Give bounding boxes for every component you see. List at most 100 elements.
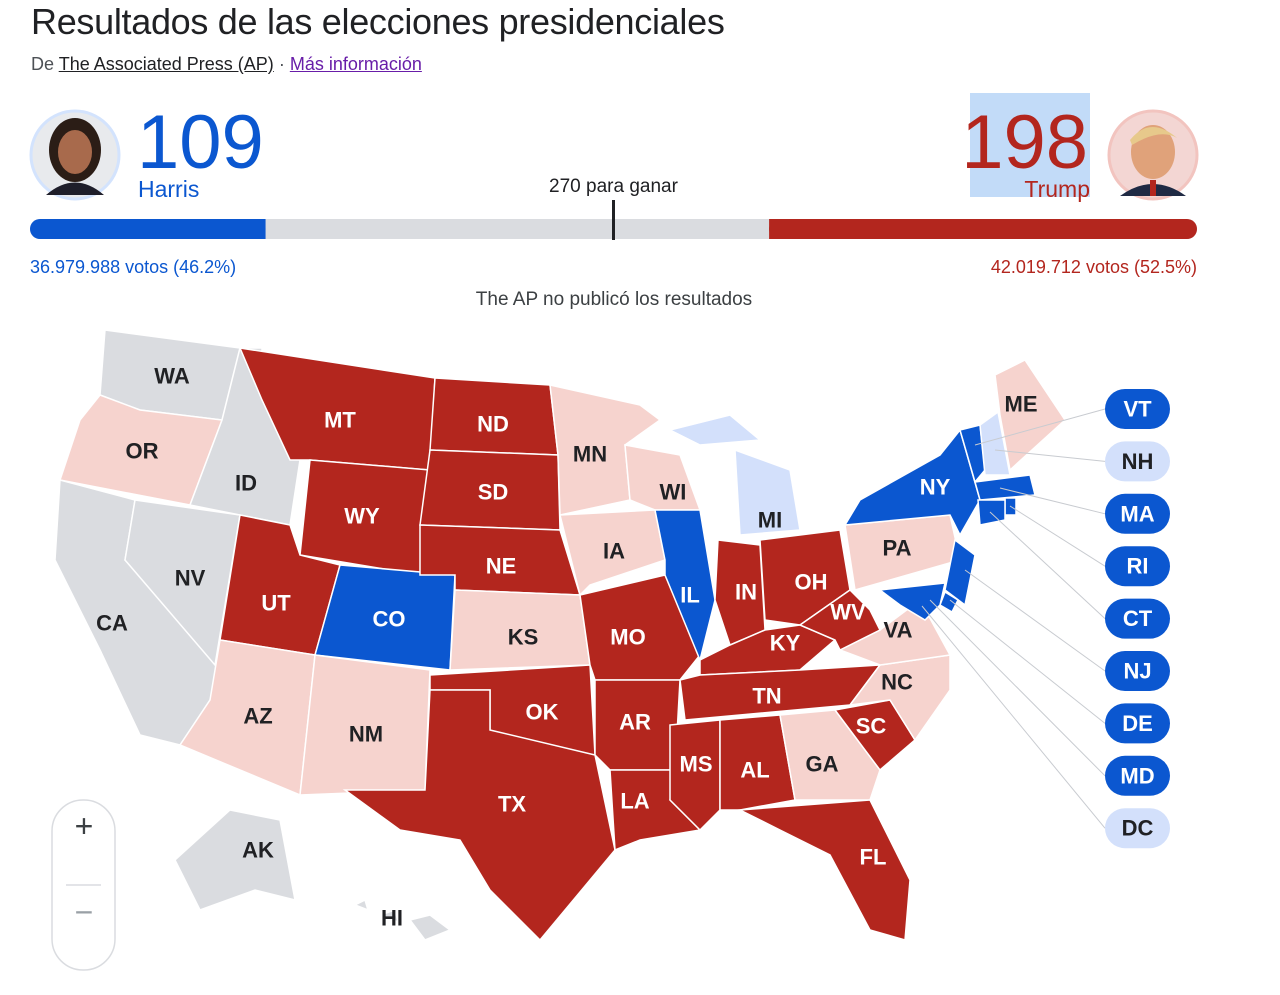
leader-line — [974, 408, 1106, 446]
state-label: WY — [344, 504, 380, 529]
state — [994, 359, 1066, 472]
state — [667, 414, 801, 536]
leader-line — [949, 599, 1106, 724]
more-info-link[interactable]: Más información — [289, 54, 422, 74]
avatar-trump — [1107, 109, 1199, 201]
candidate-name: Trump — [1024, 176, 1090, 202]
state-label: PA — [883, 536, 912, 561]
state-label: NV — [175, 566, 206, 591]
source-prefix: De — [31, 54, 55, 74]
state — [669, 719, 721, 832]
state-label: ID — [235, 471, 257, 496]
state-label: AL — [740, 758, 769, 783]
state-label: FL — [860, 845, 887, 870]
state-label: OH — [795, 570, 828, 595]
state-label: IA — [603, 539, 625, 564]
state-label: NH — [1122, 449, 1154, 474]
leader-line — [921, 605, 1106, 829]
header: Resultados de las elecciones presidencia… — [31, 0, 725, 75]
state-pill — [1105, 755, 1170, 796]
zoom-control: + − — [51, 799, 116, 971]
state-pill — [1105, 389, 1170, 429]
state — [559, 509, 666, 597]
state-label: SD — [478, 480, 509, 505]
state-label: WI — [660, 480, 687, 505]
note: The AP no publicó los resultados — [476, 289, 752, 310]
popular-votes: 36.979.988 votos (46.2%) — [30, 257, 236, 277]
state — [719, 714, 796, 811]
state — [124, 499, 241, 667]
state-label: ME — [1005, 392, 1038, 417]
state-label: TX — [498, 792, 526, 817]
state-label: CO — [373, 607, 406, 632]
state-label: MS — [680, 752, 713, 777]
title: Resultados de las elecciones presidencia… — [31, 1, 725, 42]
state-label: KY — [770, 631, 801, 656]
leader-line — [989, 511, 1106, 619]
popular-votes: 42.019.712 votos (52.5%) — [991, 257, 1197, 277]
state-label: CA — [96, 611, 128, 636]
state-label: IN — [735, 580, 757, 605]
state-label: DC — [1122, 816, 1154, 841]
candidate-name: Harris — [138, 176, 199, 202]
electoral-votes: 109 — [137, 100, 264, 185]
state — [944, 538, 976, 607]
selection-highlight — [970, 93, 1090, 197]
state — [977, 499, 1006, 526]
state — [974, 474, 1036, 501]
avatar-harris — [29, 109, 121, 201]
zoom-out[interactable]: − — [75, 894, 94, 930]
state — [737, 799, 911, 941]
state-label: UT — [261, 591, 291, 616]
state-label: GA — [806, 752, 839, 777]
source-link[interactable]: The Associated Press (AP) — [58, 54, 274, 74]
state-pill — [1105, 598, 1170, 639]
bar-harris-edge — [40, 219, 266, 239]
state-label: MN — [573, 442, 607, 467]
state — [979, 410, 1011, 476]
leader-line — [994, 449, 1106, 462]
state-label: NM — [349, 722, 383, 747]
state — [878, 582, 946, 621]
leader-line — [1009, 505, 1106, 567]
electoral-votes: 198 — [961, 100, 1088, 185]
state-pill — [1105, 546, 1170, 587]
state-label: NY — [920, 475, 951, 500]
state-label: MT — [324, 408, 356, 433]
state-label: DE — [1122, 711, 1153, 736]
state-label: WA — [154, 364, 190, 389]
state-label: MA — [1120, 501, 1154, 526]
state — [699, 624, 837, 676]
state-label: RI — [1127, 554, 1149, 579]
state — [779, 709, 881, 801]
state-label: AZ — [243, 704, 272, 729]
leader-line — [964, 569, 1106, 672]
state-pill — [1105, 493, 1170, 534]
subtitle: De The Associated Press (AP) · Más infor… — [31, 54, 725, 75]
state — [798, 589, 882, 652]
map[interactable]: WA OR CA NV ID MT WY UT CO AZ NM ND SD NE KS OK TX MN IA MO… — [54, 329, 1170, 942]
threshold-label: 270 para ganar — [549, 176, 679, 197]
leader-line — [999, 487, 1106, 515]
state-pill — [1105, 651, 1170, 691]
state-label: AK — [242, 838, 274, 863]
state-label: OK — [526, 700, 559, 725]
zoom-in[interactable]: + — [75, 808, 94, 844]
state-label: NC — [881, 670, 913, 695]
state — [342, 689, 616, 942]
state-label: VA — [884, 618, 913, 643]
separator: · — [278, 54, 285, 74]
state-label: NJ — [1123, 659, 1151, 684]
state-pill — [1105, 808, 1170, 849]
state-label: NE — [486, 554, 517, 579]
state-label: OR — [126, 439, 159, 464]
state-label: VT — [1123, 397, 1152, 422]
state-pill — [1105, 441, 1170, 482]
state-label: MD — [1120, 763, 1154, 788]
state-label: MI — [758, 508, 782, 533]
state-label: ND — [477, 412, 509, 437]
state-label: TN — [752, 684, 781, 709]
